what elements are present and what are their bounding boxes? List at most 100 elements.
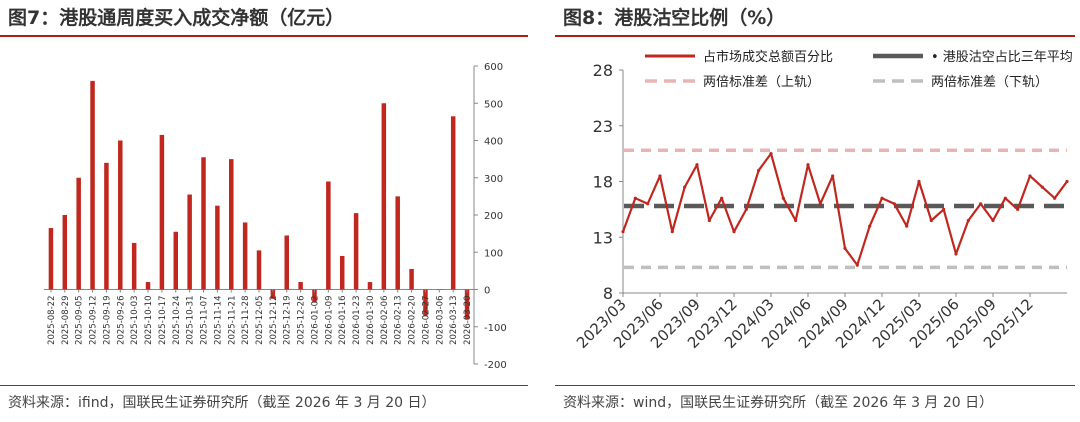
y-tick-label: 400 <box>484 137 503 148</box>
chart-title: 图7：港股通周度买入成交净额（亿元） <box>8 7 345 29</box>
x-tick-label: 2026-01-30 <box>366 296 376 345</box>
y-tick-label: 100 <box>484 248 503 259</box>
bar <box>284 235 289 290</box>
data-point <box>954 252 958 256</box>
data-point <box>1053 196 1057 200</box>
bar <box>312 289 317 303</box>
data-point <box>1028 174 1032 178</box>
bar <box>395 196 400 290</box>
legend-label: • 港股沽空占比三年平均 <box>931 50 1073 65</box>
bar <box>270 289 276 299</box>
y-tick-label: -200 <box>484 360 507 371</box>
data-point <box>917 179 921 184</box>
bar <box>464 289 470 320</box>
data-point <box>658 174 662 178</box>
x-tick-label: 2026-03-06 <box>435 296 445 345</box>
data-point <box>757 168 761 172</box>
y-tick-label: 500 <box>484 99 503 110</box>
bar <box>215 205 220 290</box>
data-point <box>720 196 724 200</box>
y-tick-label: 13 <box>593 228 613 247</box>
bar <box>423 289 428 316</box>
x-tick-label: 2026-01-23 <box>352 296 362 345</box>
y-tick-label: 0 <box>484 286 490 297</box>
x-tick-label: 2025-08-22 <box>47 296 57 345</box>
y-tick-label: 28 <box>593 61 613 80</box>
data-point <box>818 202 822 206</box>
x-tick-label: 2025-09-26 <box>116 296 126 345</box>
x-tick-label: 2025-09-19 <box>102 296 112 345</box>
source-rule <box>555 385 1075 386</box>
data-point <box>670 230 674 234</box>
left-chart-panel: 图7：港股通周度买入成交净额（亿元） -200 -100 0 100 200 300 400… <box>0 0 530 422</box>
bar <box>201 157 206 290</box>
bar <box>229 159 234 290</box>
data-point <box>892 202 896 206</box>
bar <box>298 282 303 290</box>
bar <box>48 228 54 290</box>
y-tick-label: 200 <box>484 211 503 222</box>
data-point <box>646 202 650 206</box>
x-tick-label: 2025-11-14 <box>213 296 223 345</box>
data-point <box>794 218 798 223</box>
data-point <box>732 230 736 234</box>
data-point <box>1040 185 1044 189</box>
data-point <box>781 196 785 200</box>
data-point <box>966 218 970 223</box>
data-point <box>744 207 748 211</box>
x-tick-label: 2026-02-13 <box>394 296 404 345</box>
bar <box>118 140 123 290</box>
bar <box>450 116 456 290</box>
x-tick-label: 2025-09-12 <box>89 296 99 345</box>
legend-label: 两倍标准差（下轨） <box>931 75 1048 90</box>
data-point <box>707 218 711 223</box>
bar <box>90 80 95 290</box>
title-rule <box>555 35 1075 37</box>
bar <box>159 134 165 290</box>
x-tick-label: 2025-10-10 <box>144 296 154 345</box>
data-point <box>695 163 699 167</box>
x-tick-label: 2025-11-07 <box>200 296 210 345</box>
source-note: 资料来源：wind，国联民生证券研究所（截至 2026 年 3 月 20 日） <box>563 395 994 411</box>
bar <box>339 255 345 290</box>
data-point <box>880 196 884 200</box>
y-tick-label: 23 <box>593 117 613 136</box>
x-tick-label: 2026-03-20 <box>463 296 473 345</box>
x-tick-label: 2025-12-26 <box>297 296 307 345</box>
bar <box>76 177 81 290</box>
bar <box>104 162 109 290</box>
right-chart-panel: 图8：港股沽空比例（%） 8 13 18 23 28 2023/03 2023/06 2023… <box>555 0 1080 422</box>
x-tick-label: 2025-10-17 <box>158 296 168 345</box>
bar <box>256 250 262 290</box>
data-point <box>929 218 933 223</box>
x-tick-label: 2025-11-21 <box>227 296 237 345</box>
data-point <box>806 163 810 167</box>
bar <box>381 103 387 290</box>
y-tick-label: 600 <box>484 62 503 73</box>
legend-label: 占市场成交总额百分比 <box>703 49 833 65</box>
x-tick-label: 2025-09-05 <box>75 296 85 345</box>
x-tick-label: 2025-12-05 <box>255 296 265 345</box>
data-point <box>991 218 995 223</box>
data-point <box>769 152 773 156</box>
y-tick-label: 18 <box>593 173 613 192</box>
data-point <box>831 174 835 178</box>
x-tick-label: 2026-03-13 <box>449 296 459 345</box>
x-tick-label: 2026-02-06 <box>380 296 390 345</box>
x-tick-label: 2026-02-27 <box>421 296 431 345</box>
data-point <box>633 196 637 200</box>
x-tick-label: 2025-08-29 <box>61 296 71 345</box>
bar <box>145 282 151 290</box>
x-tick-label: 2025-10-03 <box>130 296 140 345</box>
x-tick-label: 2026-01-09 <box>324 296 334 345</box>
bar <box>131 242 137 290</box>
y-tick-label: 300 <box>484 174 503 185</box>
data-point <box>1065 179 1069 184</box>
data-point <box>868 224 872 228</box>
data-point <box>942 207 946 211</box>
y-tick-label: -100 <box>484 323 507 334</box>
bar-chart: -200 -100 0 100 200 300 400 500 600 2025-08-22 202… <box>44 62 507 371</box>
title-rule <box>0 35 528 37</box>
data-point <box>1003 196 1007 200</box>
x-tick-label: 2026-01-16 <box>338 296 348 345</box>
